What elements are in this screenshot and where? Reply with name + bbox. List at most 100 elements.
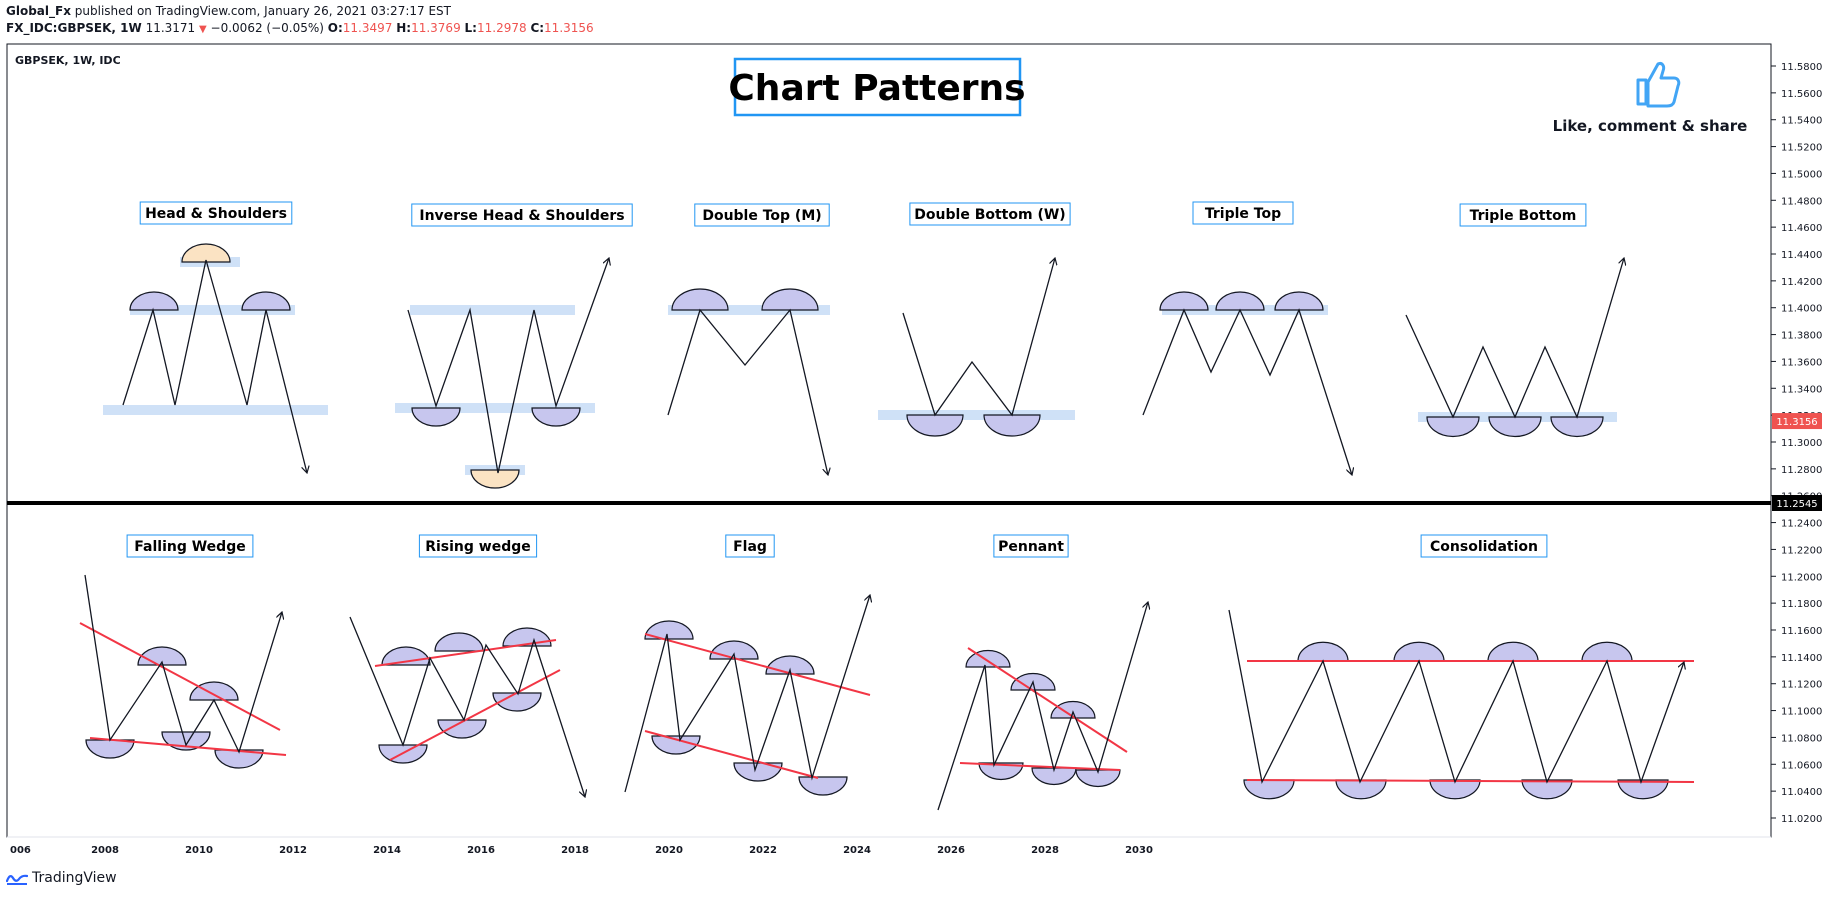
support-resistance-zone: [395, 403, 595, 413]
plot-area: [6, 43, 1772, 838]
price-tick-label: 11.1600: [1781, 626, 1822, 637]
trend-line: [1246, 779, 1695, 783]
price-tick-label: 11.1000: [1781, 707, 1822, 718]
price-change: −0.0062 (−0.05%): [210, 21, 324, 35]
trend-line: [79, 622, 281, 731]
peak-dome: [434, 632, 484, 652]
ohlc-high: H:11.3769: [396, 21, 461, 35]
support-resistance-zone: [103, 405, 328, 415]
trend-line: [644, 633, 871, 696]
pattern-double-bottom: Double Bottom (W): [878, 202, 1075, 437]
pattern-label: Flag: [733, 539, 767, 555]
pattern-label-box: [126, 534, 254, 558]
price-tick-label: 11.3400: [1781, 384, 1822, 395]
price-tick-label: 11.5800: [1781, 62, 1822, 73]
trough-dome: [1521, 779, 1573, 800]
chart-frame: [6, 43, 1772, 838]
trough-dome: [1488, 416, 1542, 438]
pattern-flag: Flag: [624, 534, 871, 796]
time-tick-label: 2022: [749, 845, 777, 856]
time-tick-label: 2030: [1125, 845, 1153, 856]
price-path: [84, 574, 282, 754]
price-path: [407, 258, 609, 474]
pattern-label-box: [1192, 201, 1294, 225]
pattern-label: Triple Bottom: [1470, 208, 1577, 224]
peak-dome: [1050, 700, 1096, 719]
main-title-box: [733, 57, 1022, 117]
pattern-label-box: [418, 534, 538, 558]
trough-dome: [1243, 779, 1295, 800]
price-path: [1228, 609, 1684, 785]
price-tick-label: 11.5600: [1781, 89, 1822, 100]
peak-dome: [1159, 291, 1209, 311]
pattern-label: Rising wedge: [425, 539, 531, 555]
pattern-double-top: Double Top (M): [667, 203, 830, 475]
tradingview-brand: TradingView: [32, 870, 117, 886]
price-tick-label: 11.1800: [1781, 599, 1822, 610]
price-tick-label: 11.4200: [1781, 277, 1822, 288]
price-tick-label: 11.5400: [1781, 116, 1822, 127]
pattern-label: Double Top (M): [702, 208, 821, 224]
pattern-falling-wedge: Falling Wedge: [79, 534, 287, 769]
trough-dome: [1075, 769, 1121, 788]
pattern-label-box: [909, 202, 1071, 226]
publish-info: Global_Fx published on TradingView.com, …: [6, 4, 451, 19]
down-triangle-icon: ▼: [199, 24, 207, 35]
ohlc-close: C:11.3156: [530, 21, 594, 35]
pattern-inverse-head-and-shoulders: Inverse Head & Shoulders: [395, 203, 633, 489]
trough-dome: [492, 692, 542, 712]
price-tick-label: 11.2200: [1781, 545, 1822, 556]
price-path: [349, 616, 585, 797]
price-tick-label: 11.4000: [1781, 304, 1822, 315]
trend-line: [89, 737, 287, 756]
author-name[interactable]: Global_Fx: [6, 4, 71, 18]
trend-line: [967, 647, 1128, 753]
price-path: [624, 595, 870, 793]
current-price-label: 11.3156: [1776, 417, 1817, 428]
price-tick-label: 11.3000: [1781, 438, 1822, 449]
time-tick-label: 2026: [937, 845, 965, 856]
price-path: [122, 259, 307, 473]
pattern-label-box: [1420, 534, 1548, 558]
ohlc-open: O:11.3497: [327, 21, 393, 35]
time-tick-label: 2024: [843, 845, 871, 856]
support-resistance-zone: [130, 305, 295, 315]
pattern-label: Falling Wedge: [134, 539, 245, 555]
like-comment-share: Like, comment & share: [1553, 117, 1748, 135]
axes: 11.5800 11.5600 11.5400 11.5200 11.5000 11.48…: [10, 62, 1822, 856]
trend-line: [644, 730, 819, 779]
price-tick-label: 11.0800: [1781, 733, 1822, 744]
time-tick-label: 2018: [561, 845, 589, 856]
support-resistance-zone: [410, 305, 575, 315]
price-tick-label: 11.0200: [1781, 814, 1822, 825]
trough-dome: [906, 414, 964, 437]
pattern-triple-bottom: Triple Bottom: [1405, 203, 1624, 438]
peak-dome: [1581, 641, 1633, 662]
pattern-label-box: [1459, 203, 1587, 227]
trough-dome: [1426, 416, 1480, 438]
ohlc-low: L:11.2978: [464, 21, 527, 35]
peak-dome: [1215, 291, 1265, 311]
current-price-badge: [1772, 413, 1822, 430]
pattern-label-box: [139, 201, 293, 225]
crosshair-price-label: 11.2545: [1776, 499, 1817, 510]
trend-line: [959, 762, 1121, 771]
time-tick-label: 006: [10, 845, 31, 856]
last-price: 11.3171: [145, 21, 196, 35]
price-tick-label: 11.1200: [1781, 680, 1822, 691]
trough-dome: [214, 749, 264, 769]
time-tick-label: 2014: [373, 845, 401, 856]
price-path: [1405, 258, 1624, 419]
pattern-label-box: [694, 203, 830, 227]
footer-brand[interactable]: TradingView: [6, 869, 117, 887]
price-tick-label: 11.3800: [1781, 331, 1822, 342]
peak-dome: [241, 291, 291, 311]
trough-dome: [470, 469, 520, 489]
price-tick-label: 11.4600: [1781, 223, 1822, 234]
price-path: [902, 258, 1055, 417]
patterns-layer: Head & Shoulders Inverse Head & Shoulders…: [79, 201, 1695, 811]
publish-date: published on TradingView.com, January 26…: [70, 4, 451, 18]
trend-line: [374, 639, 557, 667]
pattern-label-box: [993, 534, 1069, 558]
